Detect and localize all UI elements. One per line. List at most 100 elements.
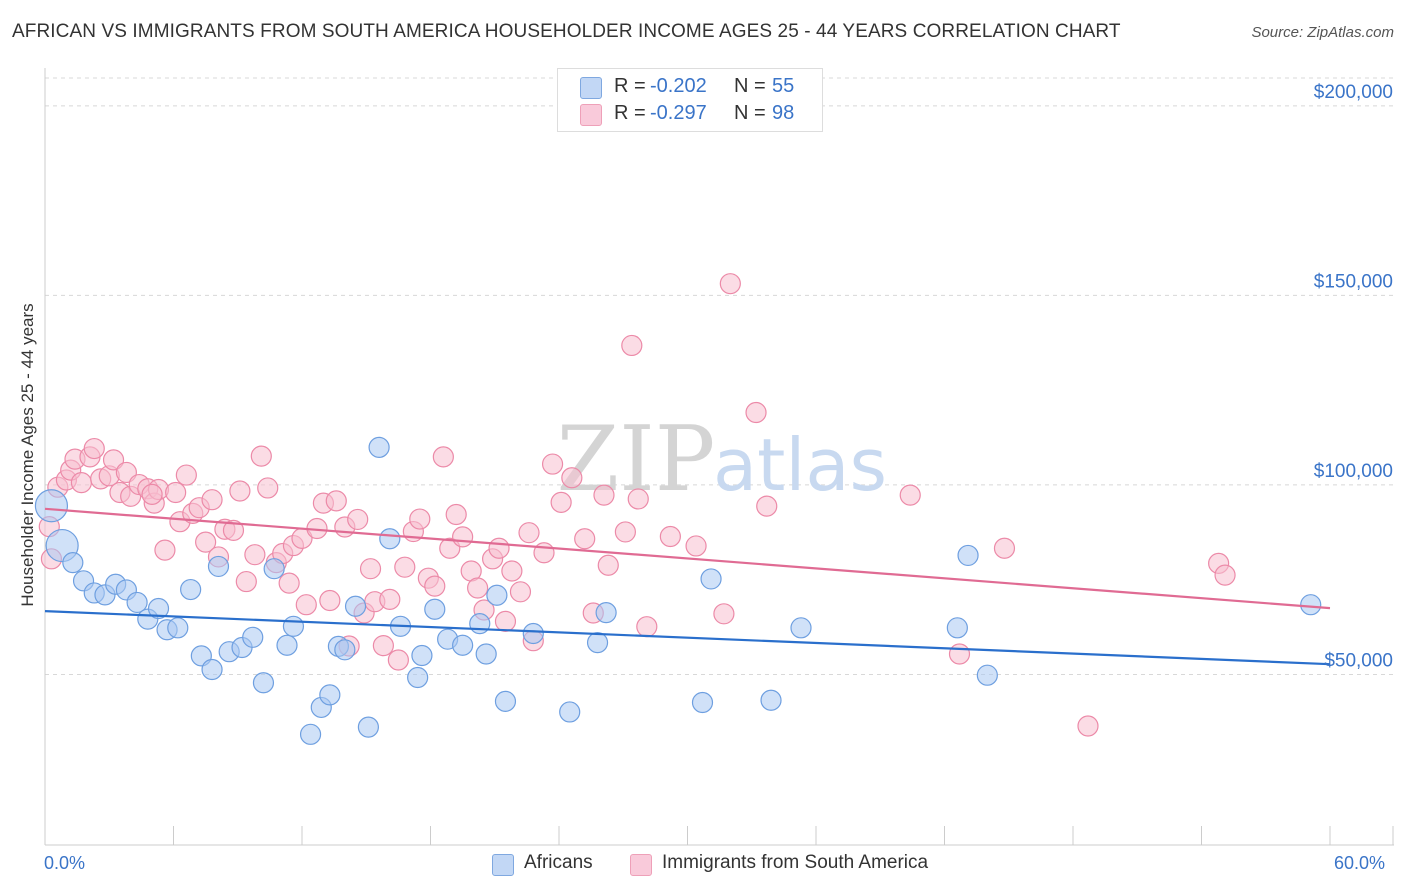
- immigrants-point: [250, 445, 272, 467]
- immigrants-point: [541, 453, 564, 475]
- axes: [44, 68, 1394, 846]
- africans-point: [946, 617, 968, 639]
- legend-n-label: N =: [734, 102, 766, 124]
- immigrants-point: [1077, 715, 1099, 737]
- immigrants-point: [501, 560, 523, 582]
- correlation-legend: R = -0.202 N = 55 R = -0.297 N = 98: [557, 68, 823, 132]
- africans-point: [424, 598, 446, 620]
- africans-point: [379, 528, 401, 550]
- immigrants-point: [636, 616, 658, 638]
- africans-point: [475, 643, 497, 665]
- immigrants-point: [372, 635, 394, 657]
- immigrants-point: [70, 472, 93, 494]
- africans-point: [700, 568, 722, 590]
- immigrants-point: [409, 508, 431, 530]
- africans-point: [344, 595, 367, 617]
- immigrants-point: [685, 535, 707, 557]
- y-tick-label: $50,000: [1324, 650, 1393, 671]
- immigrants-point: [347, 508, 369, 531]
- legend-n-value: 98: [772, 102, 795, 124]
- africans-point: [180, 578, 202, 601]
- immigrants-point: [993, 537, 1016, 559]
- africans-point: [282, 615, 305, 637]
- immigrants-point: [115, 461, 137, 484]
- africans-point: [252, 672, 275, 694]
- africans-point: [559, 701, 581, 723]
- bottom-legend-label: Africans: [524, 852, 593, 873]
- bottom-legend-swatch-blue: [492, 854, 514, 876]
- africans-point: [522, 622, 544, 645]
- bottom-legend-label: Immigrants from South America: [662, 852, 929, 873]
- immigrants-point: [488, 537, 510, 559]
- immigrants-point: [325, 490, 347, 512]
- immigrants-point: [175, 464, 197, 486]
- immigrants-point: [201, 489, 223, 511]
- immigrants-point: [550, 491, 572, 513]
- africans-point: [452, 634, 474, 656]
- immigrants-point: [899, 484, 921, 506]
- immigrants-point: [424, 575, 446, 597]
- immigrants-point: [745, 401, 767, 424]
- immigrants-point: [452, 526, 474, 548]
- africans-point: [299, 723, 322, 745]
- immigrants-point: [494, 610, 517, 632]
- bottom-legend-swatch-pink: [630, 854, 652, 876]
- immigrants-trend-line: [44, 507, 1331, 610]
- africans-trend-line: [44, 610, 1331, 666]
- africans-point: [201, 658, 223, 681]
- immigrants-point: [195, 531, 217, 553]
- immigrants-point: [574, 528, 596, 550]
- africans-point: [147, 597, 170, 620]
- immigrants-point: [593, 484, 615, 506]
- immigrants-point: [278, 572, 300, 594]
- immigrants-point: [597, 554, 619, 576]
- immigrants-point: [659, 525, 681, 548]
- immigrants-point: [518, 522, 540, 544]
- immigrants-point: [257, 477, 279, 499]
- immigrants-point: [756, 495, 778, 517]
- africans-point: [368, 436, 390, 459]
- immigrants-point: [509, 581, 532, 603]
- immigrants-point: [467, 577, 489, 599]
- immigrants-point: [614, 521, 636, 543]
- africans-point: [407, 666, 429, 689]
- y-tick-labels: $50,000 $100,000 $150,000 $200,000: [1314, 82, 1393, 672]
- africans-point: [586, 632, 609, 654]
- x-tick-max: 60.0%: [1334, 853, 1386, 873]
- chart-title: AFRICAN VS IMMIGRANTS FROM SOUTH AMERICA…: [12, 21, 1121, 42]
- immigrants-point: [295, 594, 317, 616]
- africans-point: [595, 602, 617, 624]
- y-tick-label: $200,000: [1314, 82, 1393, 103]
- africans-point: [486, 584, 508, 606]
- immigrants-point: [359, 558, 382, 580]
- africans-point: [62, 552, 84, 574]
- africans-point: [167, 617, 189, 639]
- immigrants-point: [394, 556, 416, 578]
- africans-point: [411, 644, 433, 667]
- watermark-atlas: atlas: [713, 423, 887, 507]
- immigrants-point: [319, 589, 341, 612]
- source-credit: Source: ZipAtlas.com: [1251, 24, 1394, 41]
- africans-point: [242, 626, 264, 648]
- africans-point: [357, 716, 379, 738]
- immigrants-point: [1214, 564, 1236, 586]
- immigrants-point: [627, 488, 649, 510]
- immigrants-point: [244, 544, 266, 566]
- immigrants-point: [432, 446, 454, 468]
- immigrants-point: [445, 503, 467, 526]
- y-tick-label: $150,000: [1314, 271, 1393, 292]
- africans-point: [207, 555, 230, 578]
- legend-n-label: N =: [734, 75, 766, 97]
- immigrants-point: [154, 539, 176, 561]
- legend-r-label: R =: [614, 102, 646, 124]
- immigrants-point: [165, 481, 187, 504]
- africans-point: [263, 558, 285, 580]
- legend-r-label: R =: [614, 75, 646, 97]
- immigrants-point: [235, 570, 257, 593]
- africans-point: [334, 639, 356, 661]
- immigrants-point: [719, 273, 741, 295]
- immigrants-point: [229, 480, 251, 502]
- legend-n-value: 55: [772, 75, 795, 97]
- immigrants-point: [83, 437, 105, 460]
